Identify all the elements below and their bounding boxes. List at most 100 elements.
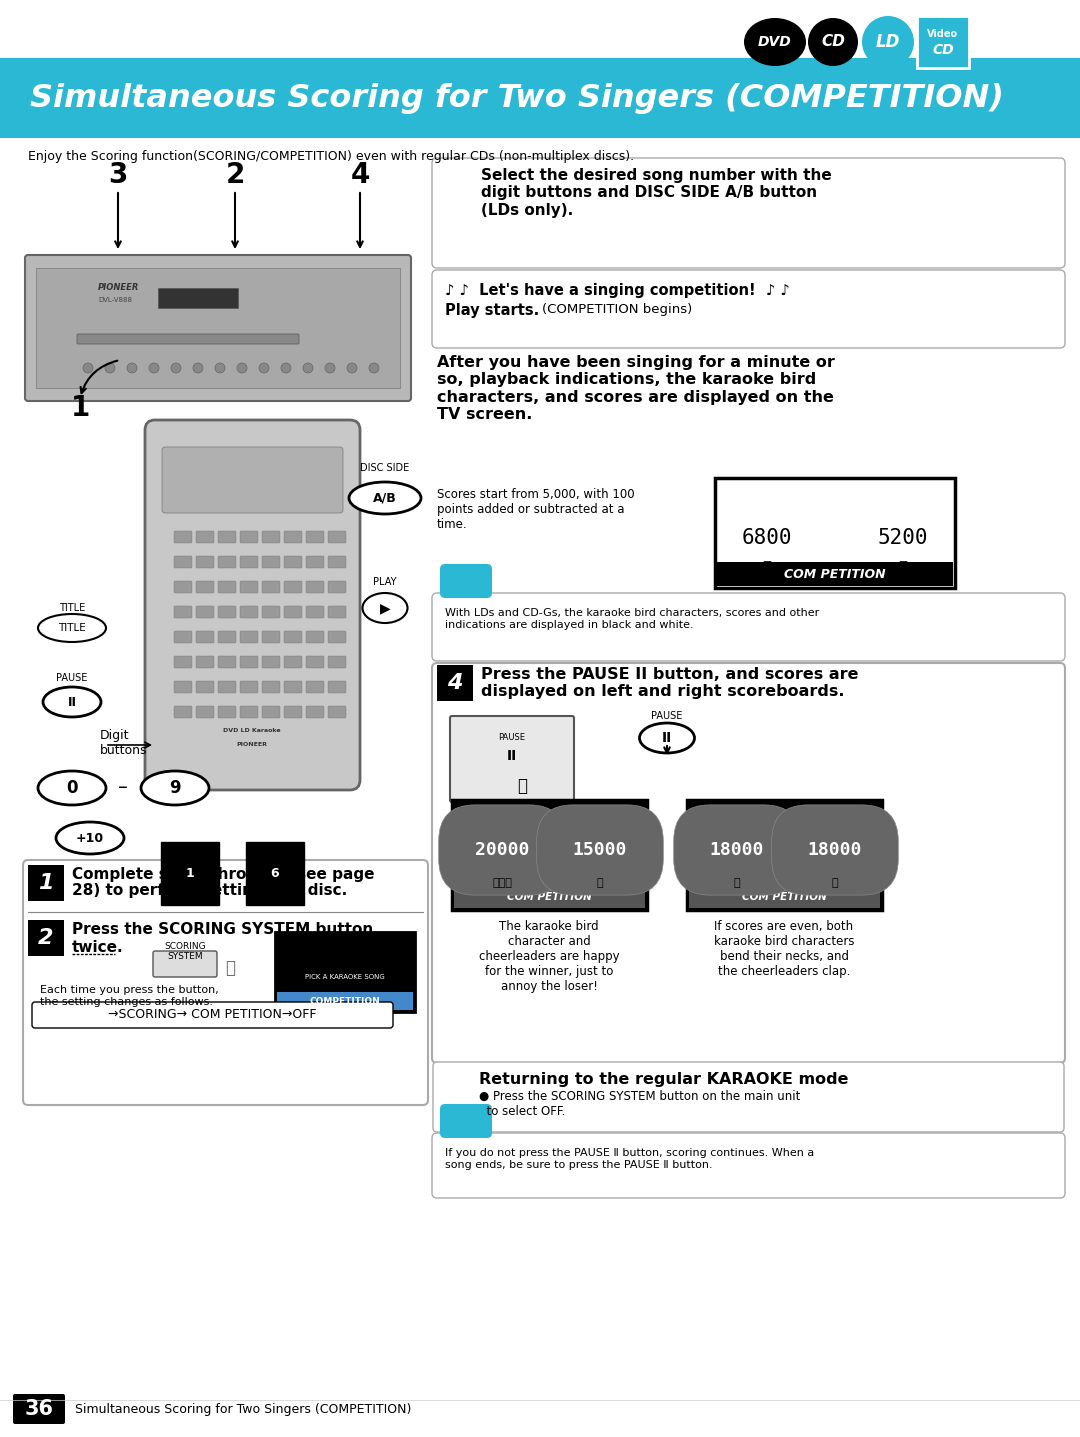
- FancyBboxPatch shape: [240, 657, 258, 668]
- Text: 20000: 20000: [475, 841, 529, 859]
- Text: COMPETITION: COMPETITION: [310, 996, 380, 1006]
- Circle shape: [347, 364, 357, 374]
- Text: 1: 1: [186, 867, 194, 879]
- Text: PAUSE: PAUSE: [499, 733, 526, 743]
- Ellipse shape: [363, 593, 407, 624]
- Text: Press the PAUSE II button, and scores are
displayed on left and right scoreboard: Press the PAUSE II button, and scores ar…: [481, 667, 859, 700]
- Text: PLAY: PLAY: [374, 578, 396, 586]
- Circle shape: [215, 364, 225, 374]
- Circle shape: [127, 364, 137, 374]
- Text: Simultaneous Scoring for Two Singers (COMPETITION): Simultaneous Scoring for Two Singers (CO…: [75, 1403, 411, 1415]
- Text: CD: CD: [932, 43, 954, 57]
- Circle shape: [149, 364, 159, 374]
- Text: 18000: 18000: [808, 841, 862, 859]
- Circle shape: [862, 16, 914, 68]
- Text: II: II: [507, 749, 517, 763]
- Ellipse shape: [141, 772, 210, 805]
- Text: –: –: [118, 779, 127, 798]
- Ellipse shape: [349, 481, 421, 514]
- Ellipse shape: [808, 19, 858, 66]
- Circle shape: [105, 364, 114, 374]
- FancyBboxPatch shape: [195, 606, 214, 618]
- FancyBboxPatch shape: [174, 631, 192, 642]
- Text: Play starts.: Play starts.: [445, 303, 544, 318]
- FancyBboxPatch shape: [36, 267, 400, 388]
- Text: PAUSE: PAUSE: [56, 673, 87, 683]
- Text: 15000: 15000: [572, 841, 627, 859]
- FancyBboxPatch shape: [437, 665, 473, 701]
- Text: DISC SIDE: DISC SIDE: [361, 463, 409, 473]
- Text: 🐧: 🐧: [899, 560, 907, 575]
- FancyBboxPatch shape: [174, 657, 192, 668]
- FancyBboxPatch shape: [195, 706, 214, 718]
- FancyBboxPatch shape: [174, 606, 192, 618]
- FancyBboxPatch shape: [195, 657, 214, 668]
- FancyBboxPatch shape: [174, 581, 192, 593]
- FancyBboxPatch shape: [306, 606, 324, 618]
- Text: (see page: (see page: [285, 867, 375, 882]
- Text: After you have been singing for a minute or
so, playback indications, the karaok: After you have been singing for a minute…: [437, 355, 835, 422]
- FancyBboxPatch shape: [284, 532, 302, 543]
- FancyBboxPatch shape: [240, 532, 258, 543]
- Text: SCORING
SYSTEM: SCORING SYSTEM: [164, 943, 206, 961]
- FancyBboxPatch shape: [440, 1104, 492, 1138]
- FancyBboxPatch shape: [276, 992, 413, 1010]
- FancyBboxPatch shape: [153, 951, 217, 977]
- Text: 28) to perform settings for disc.: 28) to perform settings for disc.: [72, 882, 348, 898]
- Text: 1: 1: [70, 394, 90, 422]
- Text: ✋: ✋: [225, 958, 235, 977]
- Text: 👆: 👆: [517, 777, 527, 795]
- FancyBboxPatch shape: [195, 631, 214, 642]
- Text: 3: 3: [447, 171, 462, 191]
- FancyBboxPatch shape: [174, 532, 192, 543]
- Text: COM PETITION: COM PETITION: [784, 568, 886, 581]
- FancyBboxPatch shape: [306, 556, 324, 568]
- Text: Returning to the regular KARAOKE mode: Returning to the regular KARAOKE mode: [480, 1072, 849, 1086]
- FancyBboxPatch shape: [306, 657, 324, 668]
- FancyBboxPatch shape: [240, 581, 258, 593]
- Text: COM PETITION: COM PETITION: [507, 892, 592, 902]
- Text: ● Press the SCORING SYSTEM button on the main unit
  to select OFF.: ● Press the SCORING SYSTEM button on the…: [480, 1091, 800, 1118]
- FancyBboxPatch shape: [432, 1132, 1065, 1198]
- Text: If scores are even, both
karaoke bird characters
bend their necks, and
the cheer: If scores are even, both karaoke bird ch…: [714, 920, 854, 979]
- Text: PIONEER: PIONEER: [237, 743, 268, 747]
- FancyBboxPatch shape: [284, 631, 302, 642]
- Text: +10: +10: [76, 832, 104, 845]
- Text: 6800: 6800: [742, 527, 793, 547]
- Text: If you do not press the PAUSE Ⅱ button, scoring continues. When a
song ends, be : If you do not press the PAUSE Ⅱ button, …: [445, 1148, 814, 1170]
- FancyBboxPatch shape: [306, 631, 324, 642]
- Text: 🐧🐧🐧: 🐧🐧🐧: [492, 878, 512, 888]
- FancyBboxPatch shape: [306, 581, 324, 593]
- Text: 36: 36: [25, 1400, 54, 1418]
- Ellipse shape: [43, 687, 102, 717]
- Text: 18000: 18000: [710, 841, 765, 859]
- Circle shape: [171, 364, 181, 374]
- FancyBboxPatch shape: [145, 420, 360, 790]
- FancyBboxPatch shape: [13, 1394, 65, 1424]
- Text: 6: 6: [271, 867, 280, 879]
- FancyBboxPatch shape: [195, 556, 214, 568]
- Text: →SCORING→ COM PETITION→OFF: →SCORING→ COM PETITION→OFF: [108, 1009, 316, 1022]
- FancyBboxPatch shape: [328, 532, 346, 543]
- Text: Press the SCORING SYSTEM button: Press the SCORING SYSTEM button: [72, 923, 374, 937]
- FancyBboxPatch shape: [328, 681, 346, 693]
- Ellipse shape: [744, 19, 806, 66]
- Text: 🐧: 🐧: [733, 878, 740, 888]
- Text: 🐧: 🐧: [296, 970, 305, 984]
- Text: PICK A KARAOKE SONG: PICK A KARAOKE SONG: [306, 974, 384, 980]
- Ellipse shape: [38, 772, 106, 805]
- Text: twice.: twice.: [72, 940, 123, 956]
- Text: Digit: Digit: [100, 729, 130, 741]
- FancyBboxPatch shape: [689, 887, 880, 908]
- FancyBboxPatch shape: [240, 706, 258, 718]
- Circle shape: [83, 364, 93, 374]
- Text: ▶: ▶: [380, 601, 390, 615]
- FancyBboxPatch shape: [162, 447, 343, 513]
- Circle shape: [259, 364, 269, 374]
- Text: DVL-V888: DVL-V888: [98, 297, 132, 303]
- Text: Select the desired song number with the
digit buttons and DISC SIDE A/B button
(: Select the desired song number with the …: [481, 168, 832, 218]
- FancyBboxPatch shape: [174, 681, 192, 693]
- Text: II: II: [662, 731, 672, 744]
- FancyBboxPatch shape: [240, 556, 258, 568]
- FancyBboxPatch shape: [284, 556, 302, 568]
